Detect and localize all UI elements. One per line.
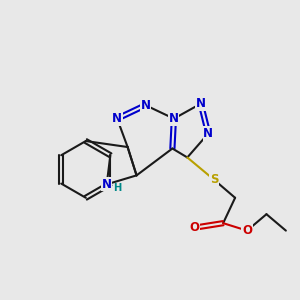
Text: N: N	[112, 112, 122, 125]
Text: N: N	[196, 97, 206, 110]
Text: N: N	[169, 112, 179, 125]
Text: N: N	[203, 127, 213, 140]
Text: N: N	[102, 178, 112, 191]
Text: O: O	[242, 224, 252, 237]
Text: O: O	[190, 221, 200, 234]
Text: S: S	[210, 173, 218, 186]
Text: H: H	[113, 183, 122, 193]
Text: N: N	[140, 99, 151, 112]
